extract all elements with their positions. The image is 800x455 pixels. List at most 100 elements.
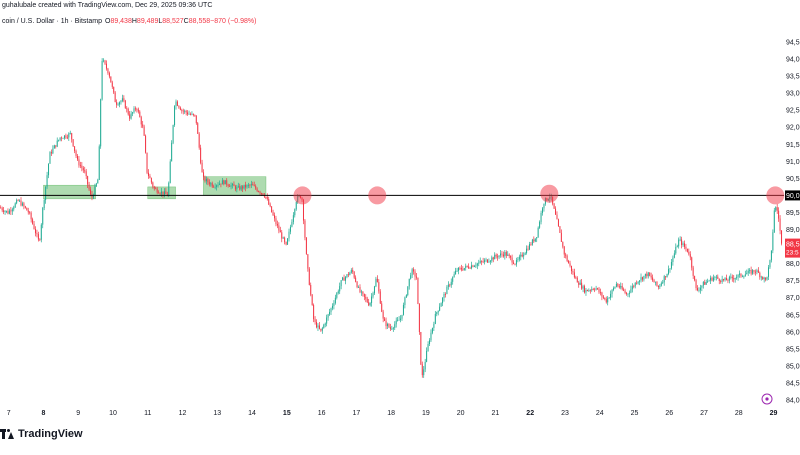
candle-body [359, 286, 361, 293]
candle-body [391, 328, 393, 330]
candle-body [752, 270, 754, 274]
candle-body [317, 325, 319, 328]
candle-body [650, 275, 652, 278]
candle-body [385, 320, 387, 327]
candle-body [360, 291, 362, 293]
candle-body [181, 109, 183, 111]
candle-body [269, 204, 271, 207]
candle-body [382, 311, 384, 319]
candle-body [158, 192, 160, 194]
candle-body [605, 299, 607, 303]
candle-body [245, 184, 247, 188]
candle-body [121, 98, 123, 101]
candle-body [462, 269, 464, 271]
symbol-legend[interactable]: coin / U.S. Dollar · 1h · Bitstamp O89,4… [2, 18, 256, 25]
candle-body [727, 280, 729, 282]
candle-body [132, 112, 134, 114]
candle-body [234, 186, 236, 190]
candle-body [482, 261, 484, 263]
chart-tools[interactable] [761, 393, 773, 405]
candle-body [78, 159, 80, 166]
candle-body [146, 152, 148, 173]
candle-body [413, 269, 415, 272]
candle-body [444, 294, 446, 295]
candle-body [408, 278, 410, 287]
candle-body [534, 238, 536, 242]
candle-body [29, 212, 31, 214]
ohlc-value: 88,558 [188, 18, 211, 25]
candle-body [628, 292, 630, 294]
candle-body [644, 273, 646, 276]
candle-body [216, 185, 218, 187]
x-tick-label: 25 [631, 410, 639, 417]
candle-body [208, 182, 210, 185]
candle-body [294, 209, 296, 216]
candle-body [459, 267, 461, 269]
candle-body [134, 108, 136, 110]
candle-body [40, 224, 42, 240]
candle-body [139, 111, 141, 118]
x-tick-label: 18 [387, 410, 395, 417]
candle-body [249, 184, 251, 186]
candle-body [447, 284, 449, 287]
candle-body [647, 272, 649, 277]
candle-body [366, 298, 368, 303]
candle-body [681, 239, 683, 245]
candle-body [292, 215, 294, 222]
x-tick-label: 15 [283, 410, 291, 417]
candle-body [439, 306, 441, 311]
candle-body [531, 239, 533, 245]
candle-body [72, 139, 74, 147]
candle-body [74, 146, 76, 151]
candle-body [411, 269, 413, 276]
candle-body [316, 322, 318, 328]
candle-body [101, 60, 103, 100]
candle-body [602, 296, 604, 298]
candle-body [378, 282, 380, 292]
candle-body [263, 195, 265, 197]
candle-body [657, 285, 659, 288]
candle-body [634, 282, 636, 287]
candle-body [104, 60, 106, 64]
candle-body [513, 262, 515, 264]
candle-body [201, 162, 203, 173]
candle-body [3, 210, 5, 212]
candle-body [563, 246, 565, 255]
candle-body [75, 150, 77, 156]
candle-body [117, 104, 119, 106]
candle-body [592, 289, 594, 290]
tradingview-brand[interactable]: TradingView [0, 428, 83, 440]
candle-body [110, 76, 112, 83]
candle-body [145, 135, 147, 153]
candle-body [429, 340, 431, 345]
candle-body [594, 289, 596, 291]
candle-body [350, 270, 352, 273]
candle-body [665, 276, 667, 278]
candle-body [69, 133, 71, 134]
candle-body [103, 60, 105, 62]
candle-body [55, 145, 57, 147]
candle-body [92, 195, 94, 198]
candle-body [495, 254, 497, 257]
candle-body [127, 108, 129, 115]
candle-body [682, 243, 684, 245]
candle-body [488, 261, 490, 263]
candle-body [604, 297, 606, 300]
candle-body [334, 297, 336, 304]
candle-body [288, 231, 290, 239]
goto-realtime-icon[interactable] [761, 393, 773, 405]
candle-body [614, 286, 616, 289]
candle-body [356, 281, 358, 288]
candle-body [756, 270, 758, 272]
candle-body [736, 277, 738, 279]
candle-body [281, 232, 283, 239]
candle-body [111, 82, 113, 87]
y-tick-label: 93,0 [786, 91, 800, 98]
candle-body [494, 254, 496, 260]
candle-body [278, 225, 280, 231]
candle-body [223, 180, 225, 185]
creator-note: guhalubale created with TradingView.com,… [2, 2, 213, 9]
candle-body [36, 233, 38, 235]
